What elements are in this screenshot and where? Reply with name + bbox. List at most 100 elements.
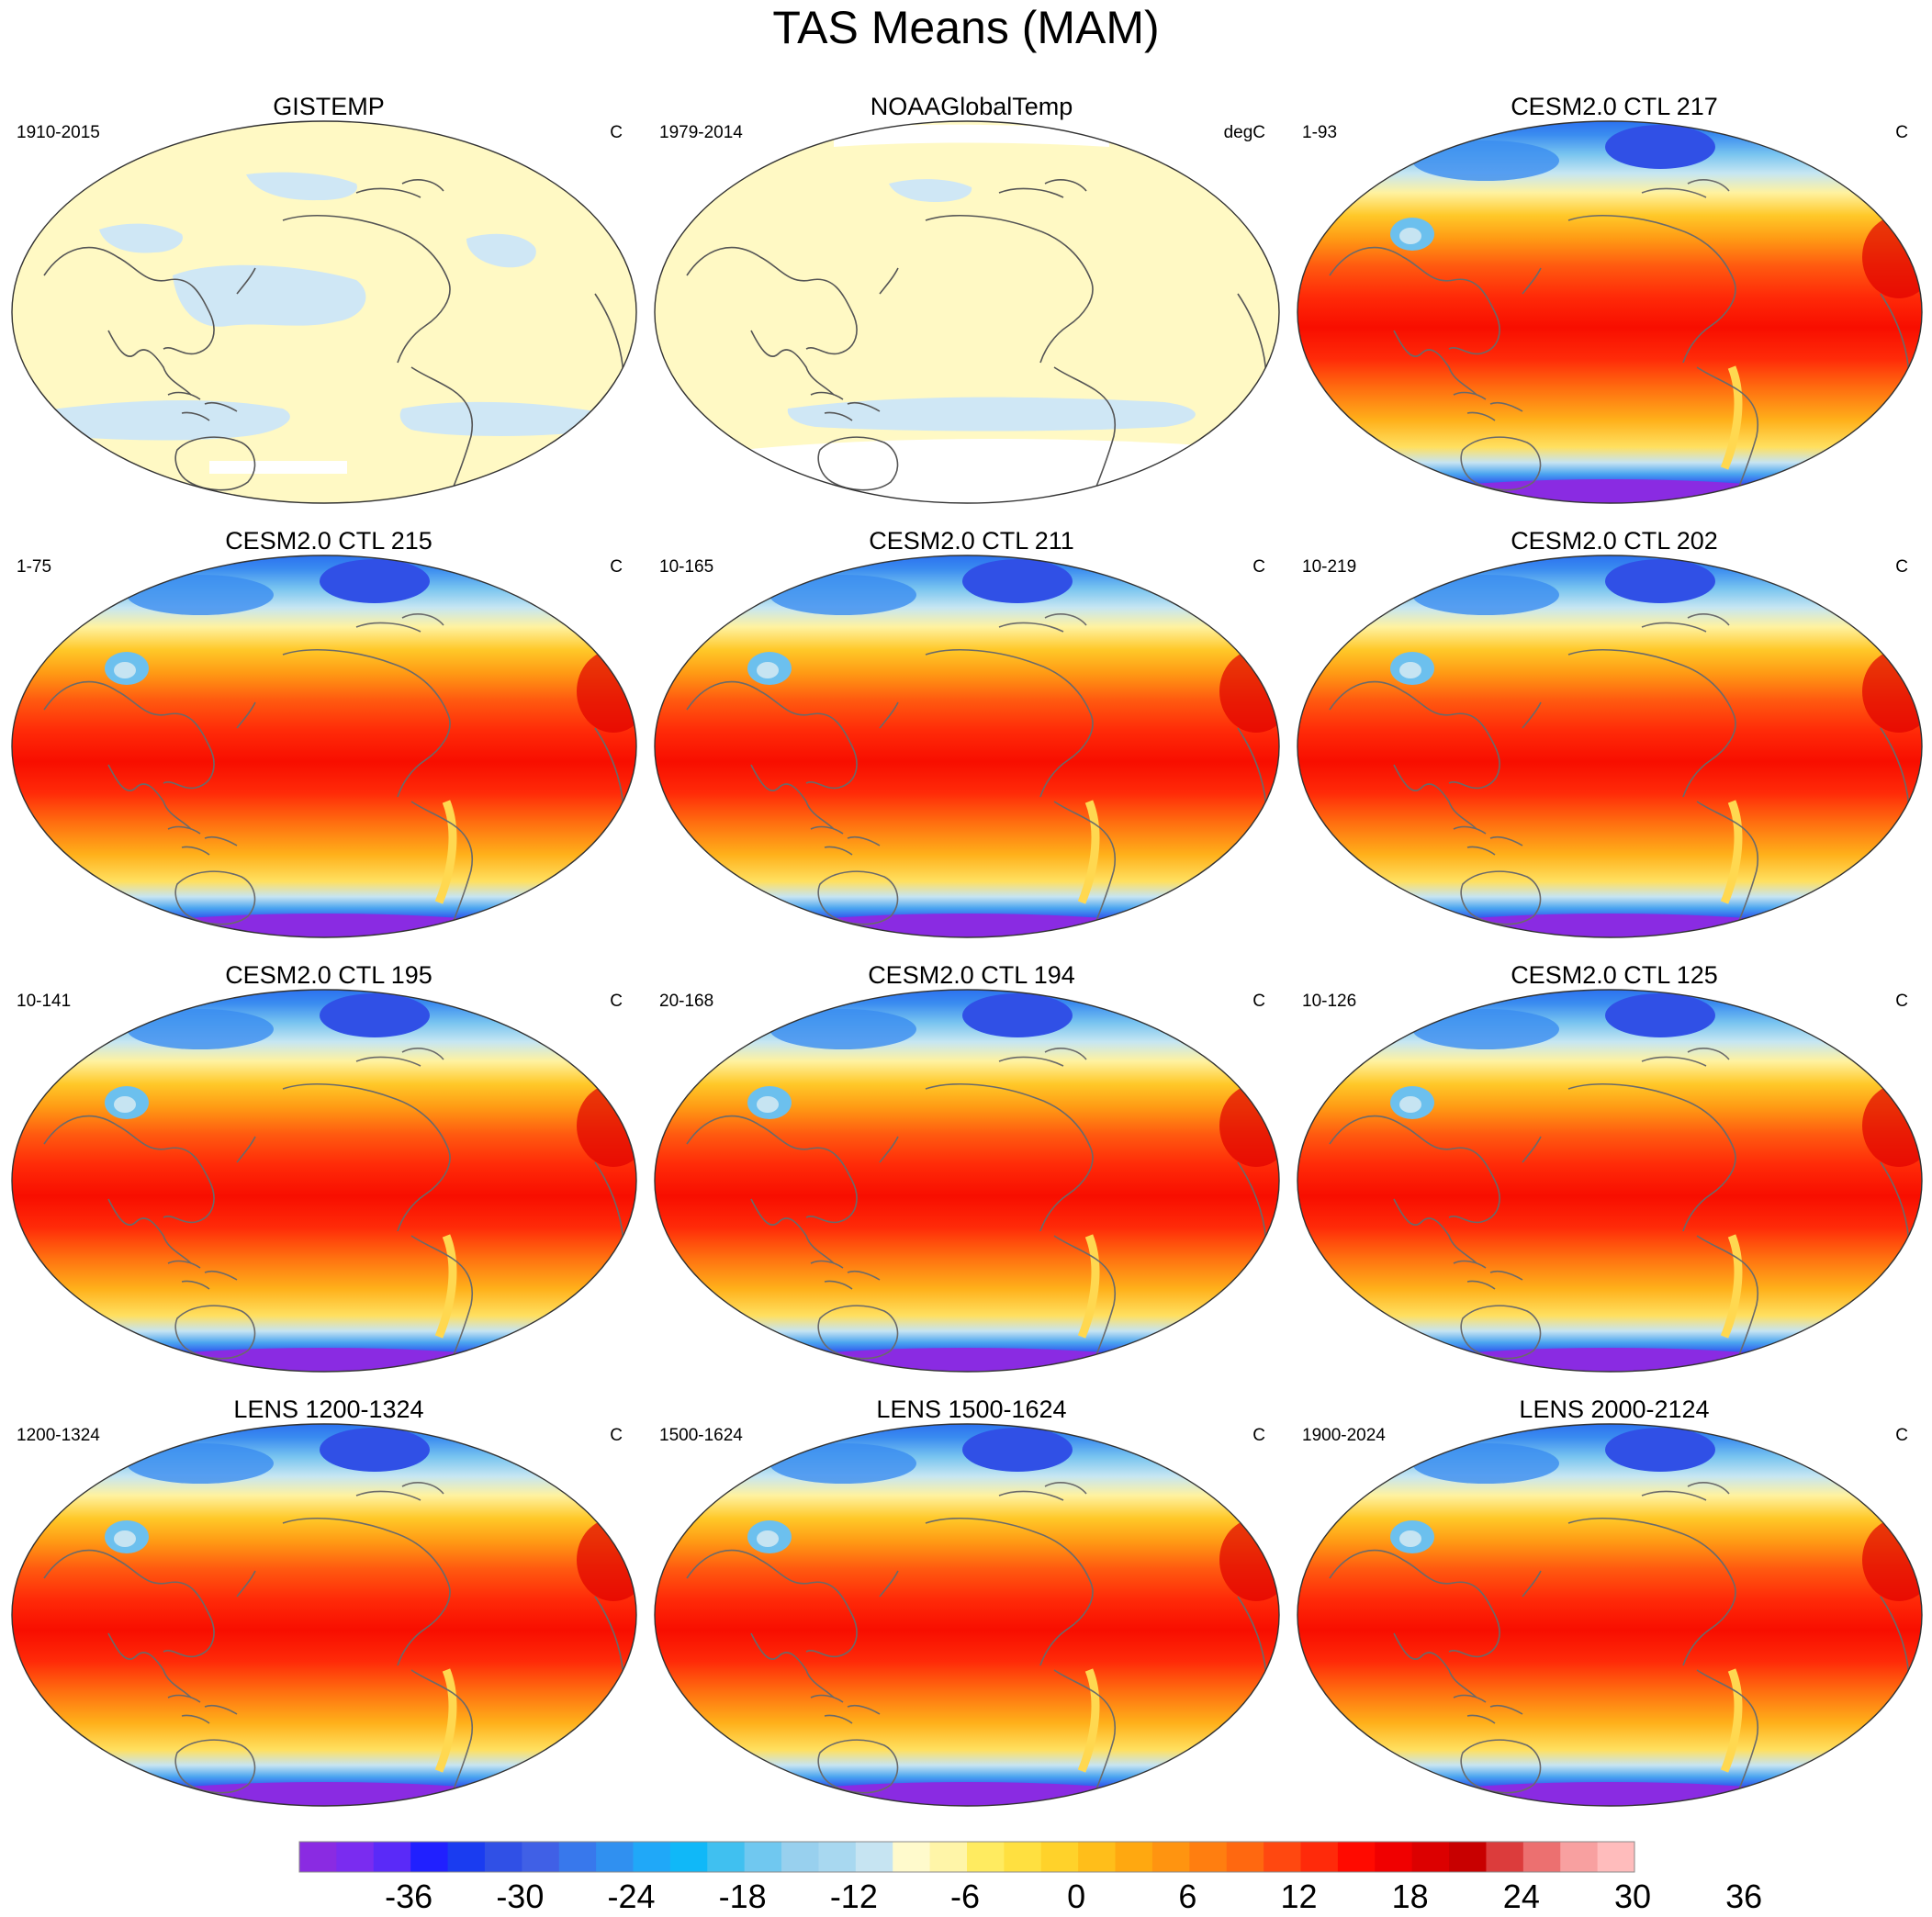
colorbar-swatch [373, 1842, 411, 1872]
map-outline [654, 1423, 1280, 1807]
map-panel: LENS 2000-2124 1900-2024 C [1293, 1395, 1932, 1826]
panel-year-range: 1900-2024 [1302, 1426, 1386, 1445]
panel-title: CESM2.0 CTL 194 [868, 961, 1075, 989]
panel-units: C [610, 557, 623, 577]
panel-title: NOAAGlobalTemp [870, 93, 1073, 120]
colorbar-tick-label: -6 [949, 1878, 980, 1915]
colorbar-swatch [1375, 1842, 1413, 1872]
panel-units: C [1895, 1426, 1908, 1445]
colorbar-tick-label: -30 [496, 1878, 545, 1915]
map-outline [1297, 989, 1923, 1373]
panel-year-range: 10-165 [659, 557, 714, 577]
colorbar-swatch [1449, 1842, 1487, 1872]
colorbar-swatch [744, 1842, 782, 1872]
colorbar-swatch [818, 1842, 857, 1872]
map-panel: CESM2.0 CTL 215 1-75 C [7, 526, 650, 958]
panel-title: LENS 1500-1624 [876, 1396, 1067, 1423]
colorbar-swatch [522, 1842, 560, 1872]
colorbar-swatch [633, 1842, 671, 1872]
map-field [11, 555, 637, 938]
map-outline [654, 989, 1280, 1373]
colorbar-tick-label: 18 [1391, 1878, 1429, 1915]
colorbar-swatch [855, 1842, 893, 1872]
colorbar-tick-label: 24 [1502, 1878, 1540, 1915]
panel-year-range: 1-75 [17, 557, 52, 577]
colorbar-swatch [1560, 1842, 1599, 1872]
panel-title: CESM2.0 CTL 217 [1511, 93, 1718, 120]
colorbar-swatch [336, 1842, 375, 1872]
colorbar-swatch [1522, 1842, 1561, 1872]
panel-year-range: 1200-1324 [17, 1426, 100, 1445]
colorbar-tick-label: 36 [1725, 1878, 1763, 1915]
panel-units: C [1252, 557, 1265, 577]
colorbar-swatch [1226, 1842, 1264, 1872]
colorbar-swatch [781, 1842, 819, 1872]
figure-title: TAS Means (MAM) [772, 2, 1160, 53]
map-outline [1297, 120, 1923, 504]
panel-units: C [1895, 992, 1908, 1011]
map-outline [1297, 1423, 1923, 1807]
map-outline [11, 989, 637, 1373]
colorbar-swatch [1040, 1842, 1079, 1872]
panel-units: C [610, 992, 623, 1011]
panel-title: CESM2.0 CTL 215 [225, 527, 432, 555]
panel-title: CESM2.0 CTL 125 [1511, 961, 1718, 989]
colorbar-tick-label: 0 [1067, 1878, 1086, 1915]
colorbar-swatch [1337, 1842, 1376, 1872]
map-panel: CESM2.0 CTL 202 10-219 C [1293, 526, 1932, 958]
colorbar-swatch [929, 1842, 968, 1872]
map-outline [654, 120, 1280, 504]
map-field [11, 120, 637, 504]
map-field [1297, 555, 1923, 938]
panel-year-range: 10-219 [1302, 557, 1357, 577]
colorbar-tick-label: -24 [607, 1878, 656, 1915]
panel-units: C [1252, 992, 1265, 1011]
colorbar-swatch [1300, 1842, 1339, 1872]
colorbar-swatch [299, 1842, 337, 1872]
colorbar-swatch [1004, 1842, 1042, 1872]
map-panel: CESM2.0 CTL 125 10-126 C [1293, 960, 1932, 1392]
map-outline [11, 120, 637, 504]
panel-title: CESM2.0 CTL 195 [225, 961, 432, 989]
map-panel: GISTEMP 1910-2015 C [7, 92, 650, 523]
panel-year-range: 1910-2015 [17, 123, 100, 142]
map-field [1297, 1423, 1923, 1807]
colorbar-swatch [1486, 1842, 1524, 1872]
colorbar-swatch [1115, 1842, 1153, 1872]
colorbar-swatch [1151, 1842, 1190, 1872]
colorbar-swatch [558, 1842, 597, 1872]
panel-year-range: 10-126 [1302, 992, 1357, 1011]
map-field [11, 989, 637, 1373]
map-field [11, 1423, 637, 1807]
panel-units: C [1895, 123, 1908, 142]
map-panel: CESM2.0 CTL 217 1-93 C [1293, 92, 1932, 523]
map-outline [654, 555, 1280, 938]
map-outline [11, 555, 637, 938]
panel-year-range: 1-93 [1302, 123, 1338, 142]
panel-units: degC [1223, 123, 1265, 142]
panel-title: LENS 2000-2124 [1519, 1396, 1710, 1423]
map-outline [1297, 555, 1923, 938]
colorbar-swatch [410, 1842, 449, 1872]
panel-year-range: 10-141 [17, 992, 72, 1011]
colorbar-tick-label: -12 [829, 1878, 878, 1915]
map-field [1297, 120, 1923, 504]
colorbar-tick-label: 30 [1613, 1878, 1652, 1915]
map-panel: LENS 1500-1624 1500-1624 C [650, 1395, 1293, 1826]
map-outline [11, 1423, 637, 1807]
map-panel: CESM2.0 CTL 195 10-141 C [7, 960, 650, 1392]
panel-year-range: 1500-1624 [659, 1426, 743, 1445]
colorbar-swatch [1189, 1842, 1228, 1872]
colorbar-swatch [484, 1842, 522, 1872]
map-panel: CESM2.0 CTL 211 10-165 C [650, 526, 1293, 958]
panel-units: C [610, 123, 623, 142]
panel-year-range: 1979-2014 [659, 123, 743, 142]
panel-units: C [610, 1426, 623, 1445]
panel-title: GISTEMP [273, 93, 385, 120]
colorbar-swatch [1411, 1842, 1450, 1872]
map-panel: CESM2.0 CTL 194 20-168 C [650, 960, 1293, 1392]
colorbar-swatch [1597, 1842, 1635, 1872]
colorbar-tick-label: -18 [718, 1878, 767, 1915]
map-field [654, 989, 1280, 1373]
colorbar-swatch [1078, 1842, 1117, 1872]
